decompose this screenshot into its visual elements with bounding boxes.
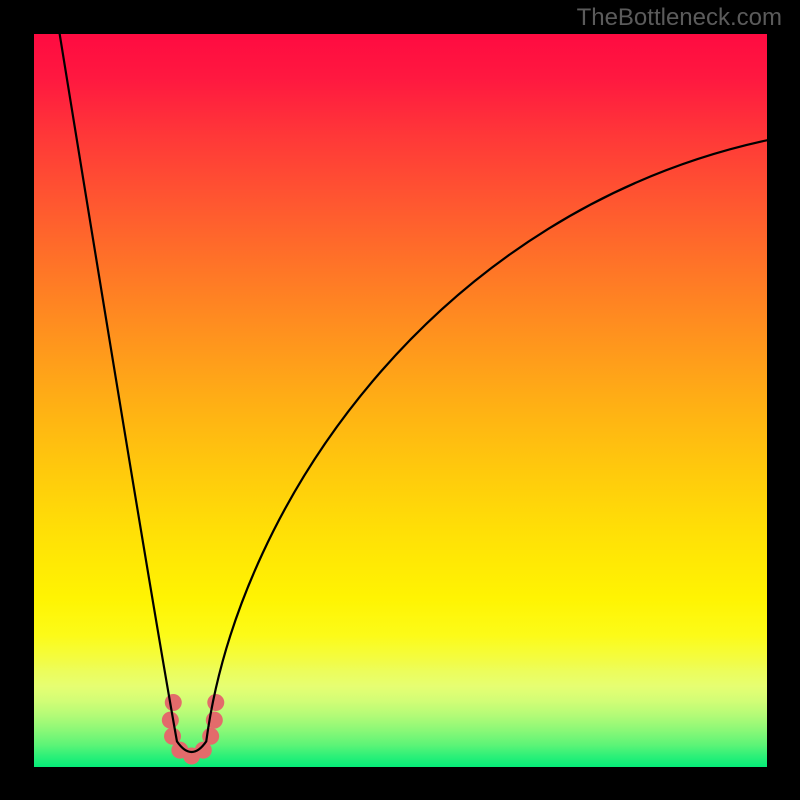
bottleneck-curve-svg [34,34,767,767]
bottleneck-curve [60,34,767,752]
plot-area [34,34,767,767]
notch-marker [162,712,179,729]
chart-stage: TheBottleneck.com [0,0,800,800]
notch-marker [207,694,224,711]
watermark-text: TheBottleneck.com [577,4,782,32]
notch-marker [165,694,182,711]
